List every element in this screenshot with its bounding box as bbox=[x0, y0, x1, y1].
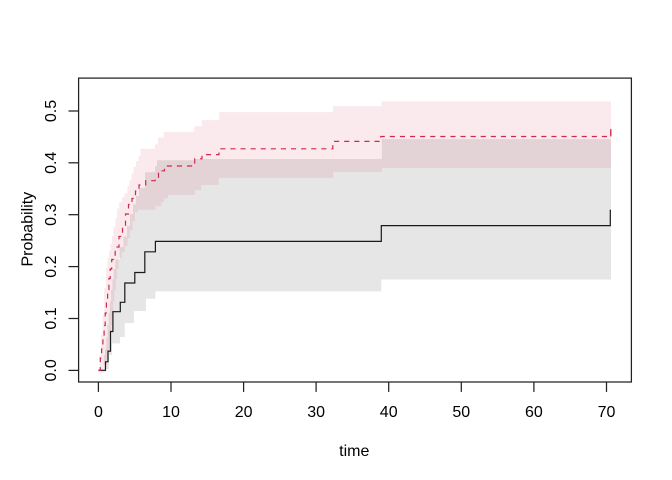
svg-text:0.4: 0.4 bbox=[43, 152, 60, 174]
svg-text:0.5: 0.5 bbox=[43, 100, 60, 122]
svg-text:60: 60 bbox=[525, 404, 543, 421]
svg-text:0.1: 0.1 bbox=[43, 307, 60, 329]
svg-text:40: 40 bbox=[380, 404, 398, 421]
svg-text:Probability: Probability bbox=[19, 192, 36, 267]
svg-text:50: 50 bbox=[452, 404, 470, 421]
svg-text:30: 30 bbox=[307, 404, 325, 421]
svg-text:0.0: 0.0 bbox=[43, 359, 60, 381]
svg-text:10: 10 bbox=[162, 404, 180, 421]
svg-text:0.3: 0.3 bbox=[43, 203, 60, 225]
svg-text:70: 70 bbox=[598, 404, 616, 421]
svg-text:0.2: 0.2 bbox=[43, 255, 60, 277]
svg-text:time: time bbox=[339, 443, 369, 460]
svg-text:0: 0 bbox=[94, 404, 103, 421]
svg-text:20: 20 bbox=[235, 404, 253, 421]
